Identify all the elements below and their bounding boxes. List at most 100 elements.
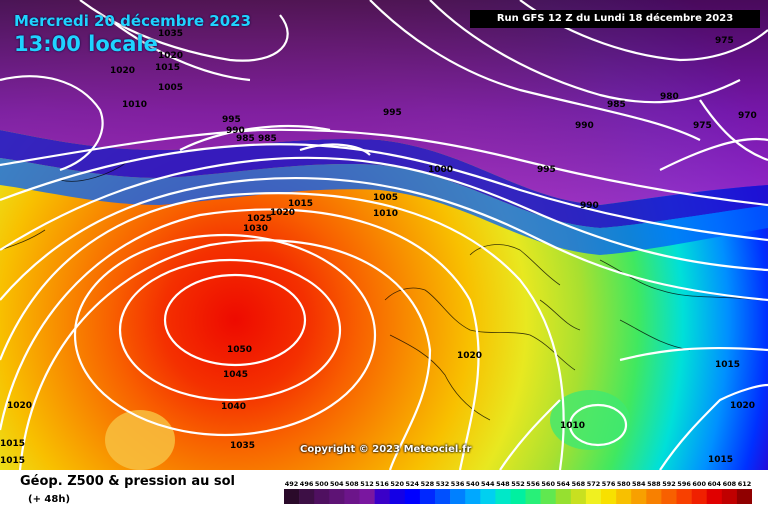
scale-tick-label: 544 (481, 480, 495, 488)
scale-tick-label: 592 (662, 480, 676, 488)
scale-swatch (299, 489, 315, 504)
scale-swatch (631, 489, 647, 504)
scale-tick-label: 516 (375, 480, 389, 488)
isobar-label: 995 (222, 115, 241, 125)
scale-tick-label: 540 (466, 480, 480, 488)
isobar-label: 1020 (730, 401, 755, 411)
scale-tick-label: 508 (345, 480, 359, 488)
scale-swatch (721, 489, 738, 504)
isobar-label: 995 (537, 165, 556, 175)
isobar-label: 1035 (158, 29, 183, 39)
scale-tick-label: 600 (692, 480, 706, 488)
isobar-label: 990 (580, 201, 599, 211)
isobar-label: 985 (607, 100, 626, 110)
scale-swatch (389, 489, 406, 504)
isobar-label: 1005 (158, 83, 183, 93)
legend-subtitle: (+ 48h) (28, 494, 71, 505)
isobar-label: 1010 (373, 209, 398, 219)
scale-swatch (404, 489, 421, 504)
scale-swatch (616, 489, 632, 504)
isobar-label: 1025 (247, 214, 272, 224)
scale-swatch (601, 489, 617, 504)
scale-tick-label: 504 (330, 480, 344, 488)
scale-tick-label: 520 (390, 480, 404, 488)
scale-swatch (435, 489, 451, 504)
scale-swatch (540, 489, 556, 504)
scale-swatch (450, 489, 466, 504)
isobar-label: 1015 (155, 63, 180, 73)
legend-title: Géop. Z500 & pression au sol (20, 474, 235, 489)
weather-map: 1035 1020 1015 1020 1005 1010 995 990 98… (0, 0, 768, 470)
isobar-label: 1020 (7, 401, 32, 411)
forecast-time: 13:00 locale (14, 32, 158, 56)
scale-swatch (525, 489, 541, 504)
isobar-label: 1040 (221, 402, 246, 412)
isobar-labels: 1035 1020 1015 1020 1005 1010 995 990 98… (0, 29, 757, 466)
isobar-label: 1005 (373, 193, 398, 203)
scale-swatch (736, 489, 752, 504)
isobar-label: 1015 (0, 456, 25, 466)
scale-swatch (585, 489, 602, 504)
isobar-label: 990 (226, 126, 245, 136)
scale-tick-label: 604 (708, 480, 722, 488)
scale-tick-label: 536 (451, 480, 465, 488)
isobar-label: 1050 (227, 345, 252, 355)
scale-tick-label: 512 (360, 480, 374, 488)
isobars (0, 0, 768, 470)
isobar-label: 1000 (428, 165, 453, 175)
isobar-label: 1020 (270, 208, 295, 218)
scale-swatch (374, 489, 390, 504)
scale-swatch (480, 489, 496, 504)
isobar-label: 1015 (0, 439, 25, 449)
isobar-label: 1015 (715, 360, 740, 370)
isobar-label: 975 (715, 36, 734, 46)
scale-swatch (510, 489, 526, 504)
scale-swatch (555, 489, 572, 504)
scale-swatch (465, 489, 481, 504)
geopotential-field: 1035 1020 1015 1020 1005 1010 995 990 98… (0, 0, 768, 470)
isobar-label: 990 (575, 121, 594, 131)
scale-tick-label: 596 (677, 480, 691, 488)
isobar-label: 970 (738, 111, 757, 121)
scale-swatch (661, 489, 677, 504)
isobar-label: 980 (660, 92, 679, 102)
scale-swatch (676, 489, 692, 504)
scale-tick-label: 568 (572, 480, 586, 488)
scale-swatch (495, 489, 511, 504)
scale-swatch (329, 489, 345, 504)
scale-tick-label: 496 (300, 480, 314, 488)
scale-tick-label: 552 (511, 480, 525, 488)
scale-tick-label: 564 (557, 480, 571, 488)
scale-swatch (570, 489, 587, 504)
scale-tick-label: 492 (285, 480, 299, 488)
isobar-label: 1015 (288, 199, 313, 209)
isobar-label: 1030 (243, 224, 268, 234)
isobar-label: 1020 (158, 51, 183, 61)
scale-tick-label: 612 (738, 480, 752, 488)
scale-swatch (284, 489, 300, 504)
scale-tick-label: 560 (541, 480, 555, 488)
isobar-label: 975 (693, 121, 712, 131)
scale-tick-label: 548 (496, 480, 510, 488)
isobar-label: 985 (236, 134, 255, 144)
scale-swatch (691, 489, 707, 504)
scale-tick-label: 500 (315, 480, 329, 488)
isobar-label: 1015 (708, 455, 733, 465)
scale-tick-label: 584 (632, 480, 646, 488)
scale-tick-label: 572 (587, 480, 601, 488)
isobar-label: 1045 (223, 370, 248, 380)
isobar-label: 1020 (457, 351, 482, 361)
model-run-label: Run GFS 12 Z du Lundi 18 décembre 2023 (470, 10, 760, 28)
scale-swatch (344, 489, 360, 504)
isobar-label: 1010 (560, 421, 585, 431)
scale-tick-label: 524 (406, 480, 420, 488)
scale-tick-label: 580 (617, 480, 631, 488)
isobar-label: 1020 (110, 66, 135, 76)
scale-tick-label: 556 (526, 480, 540, 488)
scale-tick-label: 576 (602, 480, 616, 488)
scale-tick-label: 532 (436, 480, 450, 488)
scale-swatch (419, 489, 436, 504)
scale-swatch (314, 489, 330, 504)
scale-tick-label: 588 (647, 480, 661, 488)
scale-swatch (646, 489, 662, 504)
